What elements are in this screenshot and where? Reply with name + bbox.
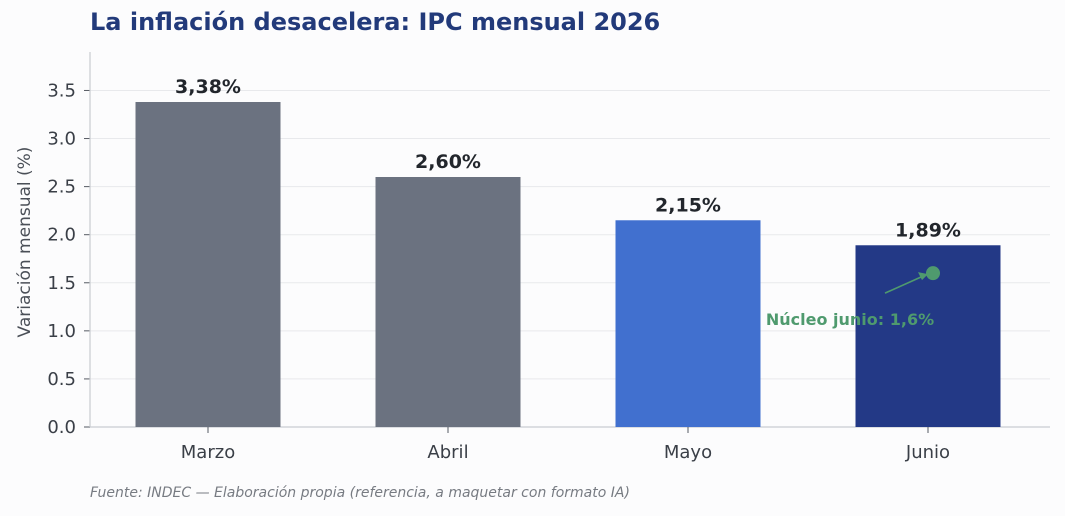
data-label: 3,38% <box>175 76 241 98</box>
annotation-label: Núcleo junio: 1,6% <box>766 310 934 329</box>
annotation-arrowhead <box>918 272 928 281</box>
data-label: 1,89% <box>895 219 961 241</box>
y-axis-label: Variación mensual (%) <box>15 147 35 338</box>
data-label: 2,60% <box>415 151 481 173</box>
y-tick-label: 3.0 <box>47 129 76 150</box>
y-tick-label: 2.0 <box>47 225 76 246</box>
y-tick-label: 2.5 <box>47 177 76 198</box>
bars <box>135 102 1001 427</box>
x-tick-label: Junio <box>905 442 950 463</box>
y-tick-label: 1.0 <box>47 321 76 342</box>
source-note: Fuente: INDEC — Elaboración propia (refe… <box>90 485 630 501</box>
x-tick-label: Marzo <box>181 442 235 463</box>
chart-title: La inflación desacelera: IPC mensual 202… <box>90 8 661 36</box>
annotation-arrow-line <box>884 275 924 294</box>
bar <box>135 102 281 427</box>
bar <box>375 177 521 427</box>
y-tick-label: 3.5 <box>47 80 76 101</box>
annotation-marker <box>926 266 940 281</box>
data-label: 2,15% <box>655 194 721 216</box>
y-tick-label: 0.5 <box>47 369 76 390</box>
x-tick-label: Abril <box>427 442 468 463</box>
annotation: Núcleo junio: 1,6% <box>766 266 940 329</box>
x-tick-label: Mayo <box>664 442 712 463</box>
y-tick-label: 0.0 <box>47 417 76 438</box>
data-labels: 3,38% 2,60% 2,15% 1,89% <box>175 76 961 241</box>
y-tick-label: 1.5 <box>47 273 76 294</box>
bar <box>615 220 761 427</box>
axes: 0.0 0.5 1.0 1.5 2.0 2.5 3.0 3.5 Marzo Abril Mayo Ju… <box>47 52 1050 463</box>
